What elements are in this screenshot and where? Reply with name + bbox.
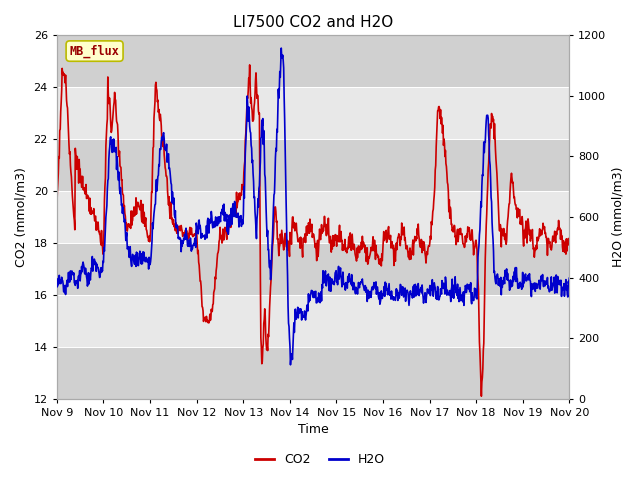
Text: MB_flux: MB_flux — [70, 45, 120, 58]
Bar — [57, 347, 570, 398]
Legend: CO2, H2O: CO2, H2O — [250, 448, 390, 471]
Title: LI7500 CO2 and H2O: LI7500 CO2 and H2O — [233, 15, 393, 30]
Y-axis label: CO2 (mmol/m3): CO2 (mmol/m3) — [15, 167, 28, 267]
Bar — [57, 36, 570, 87]
X-axis label: Time: Time — [298, 423, 328, 436]
Bar — [57, 139, 570, 191]
Bar — [57, 243, 570, 295]
Y-axis label: H2O (mmol/m3): H2O (mmol/m3) — [612, 167, 625, 267]
